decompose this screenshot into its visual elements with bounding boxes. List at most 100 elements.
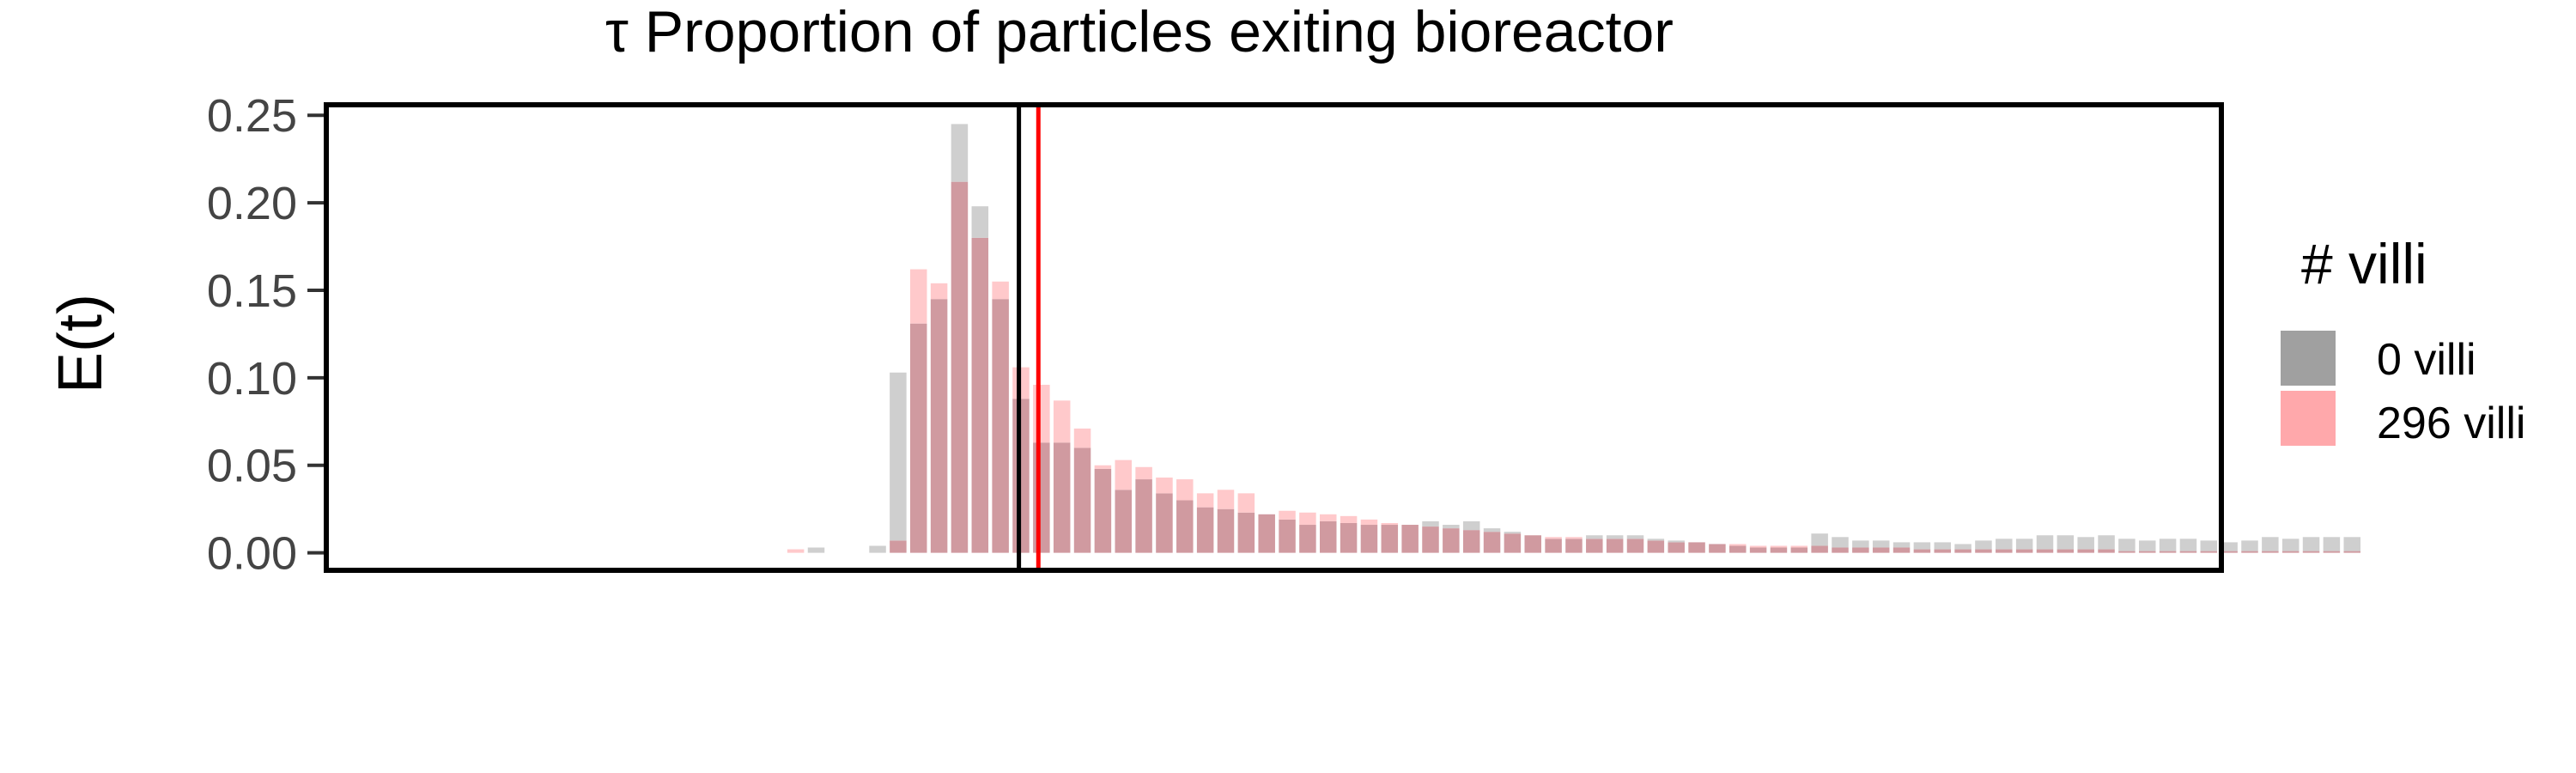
- y-tick-label: 0.20: [207, 178, 297, 229]
- y-tick-label: 0.00: [207, 528, 297, 580]
- bar-overlap: [2015, 549, 2033, 553]
- bar-overlap: [2323, 551, 2341, 553]
- bar-296-villi: [1196, 493, 1214, 508]
- bar-0-villi: [1954, 544, 1971, 550]
- bar-overlap: [1872, 547, 1890, 553]
- bar-overlap: [1462, 530, 1480, 553]
- bar-overlap: [1340, 522, 1358, 553]
- bar-296-villi: [787, 549, 805, 553]
- chart-title: τ Proportion of particles exiting biorea…: [605, 0, 1674, 64]
- bar-296-villi: [1381, 522, 1399, 526]
- bar-overlap: [1156, 493, 1173, 553]
- bar-overlap: [1401, 525, 1419, 553]
- bar-overlap: [2200, 551, 2218, 553]
- legend-title: # villi: [2301, 232, 2427, 295]
- bar-0-villi: [1975, 540, 1992, 550]
- bar-0-villi: [951, 124, 969, 182]
- bar-0-villi: [2302, 537, 2320, 551]
- bar-overlap: [2036, 549, 2054, 553]
- bar-296-villi: [1729, 544, 1747, 546]
- bar-296-villi: [1053, 400, 1071, 443]
- bar-0-villi: [2015, 539, 2033, 550]
- bar-overlap: [1258, 514, 1275, 553]
- bar-296-villi: [1217, 490, 1235, 509]
- bar-0-villi: [1872, 540, 1890, 548]
- bar-overlap: [1668, 542, 1685, 553]
- plot-panel-border: [324, 102, 2224, 573]
- bar-overlap: [930, 299, 948, 553]
- bar-overlap: [1954, 549, 1971, 553]
- bar-0-villi: [1668, 540, 1685, 543]
- bar-overlap: [1975, 549, 1992, 553]
- bar-overlap: [2262, 551, 2279, 553]
- bar-0-villi: [1504, 532, 1522, 534]
- bar-overlap: [1770, 547, 1788, 553]
- bars: [787, 124, 2360, 553]
- bar-overlap: [1483, 532, 1501, 553]
- bar-0-villi: [2057, 535, 2075, 550]
- legend-label-0-villi: 0 villi: [2377, 335, 2476, 385]
- bar-overlap: [2118, 551, 2136, 553]
- legend-key-296-villi: [2281, 391, 2336, 446]
- bar-0-villi: [1606, 535, 1624, 539]
- bar-296-villi: [1237, 493, 1255, 513]
- bar-0-villi: [2036, 535, 2054, 550]
- bar-overlap: [1688, 542, 1705, 553]
- bar-0-villi: [1443, 525, 1460, 529]
- bar-overlap: [1115, 490, 1132, 553]
- bar-overlap: [2179, 551, 2197, 553]
- bar-overlap: [1934, 549, 1951, 553]
- bar-overlap: [2221, 551, 2238, 553]
- bar-overlap: [1832, 547, 1849, 553]
- bar-296-villi: [1360, 519, 1378, 526]
- bar-296-villi: [1299, 512, 1316, 526]
- bar-overlap: [1586, 539, 1603, 553]
- bar-overlap: [1647, 540, 1665, 553]
- bar-overlap: [1135, 479, 1152, 553]
- bar-296-villi: [910, 269, 927, 324]
- bar-overlap: [910, 323, 927, 553]
- bar-296-villi: [1135, 466, 1152, 480]
- bar-overlap: [1443, 528, 1460, 553]
- bar-0-villi: [1647, 539, 1665, 541]
- bar-0-villi: [1852, 540, 1869, 548]
- bar-overlap: [1893, 547, 1911, 553]
- y-tick-label: 0.25: [207, 90, 297, 142]
- bar-overlap: [1524, 535, 1541, 553]
- bar-overlap: [971, 237, 989, 553]
- bar-overlap: [2302, 551, 2320, 553]
- bar-overlap: [1320, 520, 1337, 553]
- reference-lines: [1017, 105, 1041, 570]
- bar-overlap: [2159, 551, 2177, 553]
- bar-0-villi: [869, 545, 886, 553]
- bar-overlap: [1996, 549, 2013, 553]
- bar-overlap: [1381, 525, 1399, 553]
- bar-0-villi: [1934, 542, 1951, 550]
- bar-0-villi: [890, 372, 907, 541]
- bar-0-villi: [1586, 535, 1603, 539]
- bar-overlap: [2281, 551, 2300, 553]
- bar-0-villi: [2118, 539, 2136, 551]
- y-tick-label: 0.15: [207, 265, 297, 317]
- bar-0-villi: [2139, 540, 2156, 551]
- bar-overlap: [1729, 545, 1747, 553]
- bar-296-villi: [1565, 537, 1583, 539]
- bar-overlap: [2077, 549, 2094, 553]
- bar-296-villi: [1156, 478, 1173, 494]
- bar-0-villi: [1913, 542, 1931, 550]
- bar-overlap: [1709, 544, 1726, 553]
- bar-overlap: [1606, 539, 1624, 553]
- bar-0-villi: [2241, 540, 2258, 551]
- bar-296-villi: [1790, 545, 1808, 548]
- bar-0-villi: [2077, 537, 2094, 550]
- bar-0-villi: [2323, 537, 2341, 551]
- bar-overlap: [1360, 525, 1378, 553]
- bar-overlap: [1626, 539, 1644, 553]
- bar-overlap: [1073, 447, 1091, 553]
- bar-overlap: [951, 181, 969, 553]
- bar-0-villi: [2159, 539, 2177, 551]
- bar-0-villi: [2221, 542, 2238, 551]
- legend: # villi 0 villi 296 villi: [2281, 232, 2525, 448]
- bar-296-villi: [992, 281, 1009, 300]
- bar-0-villi: [1462, 520, 1480, 531]
